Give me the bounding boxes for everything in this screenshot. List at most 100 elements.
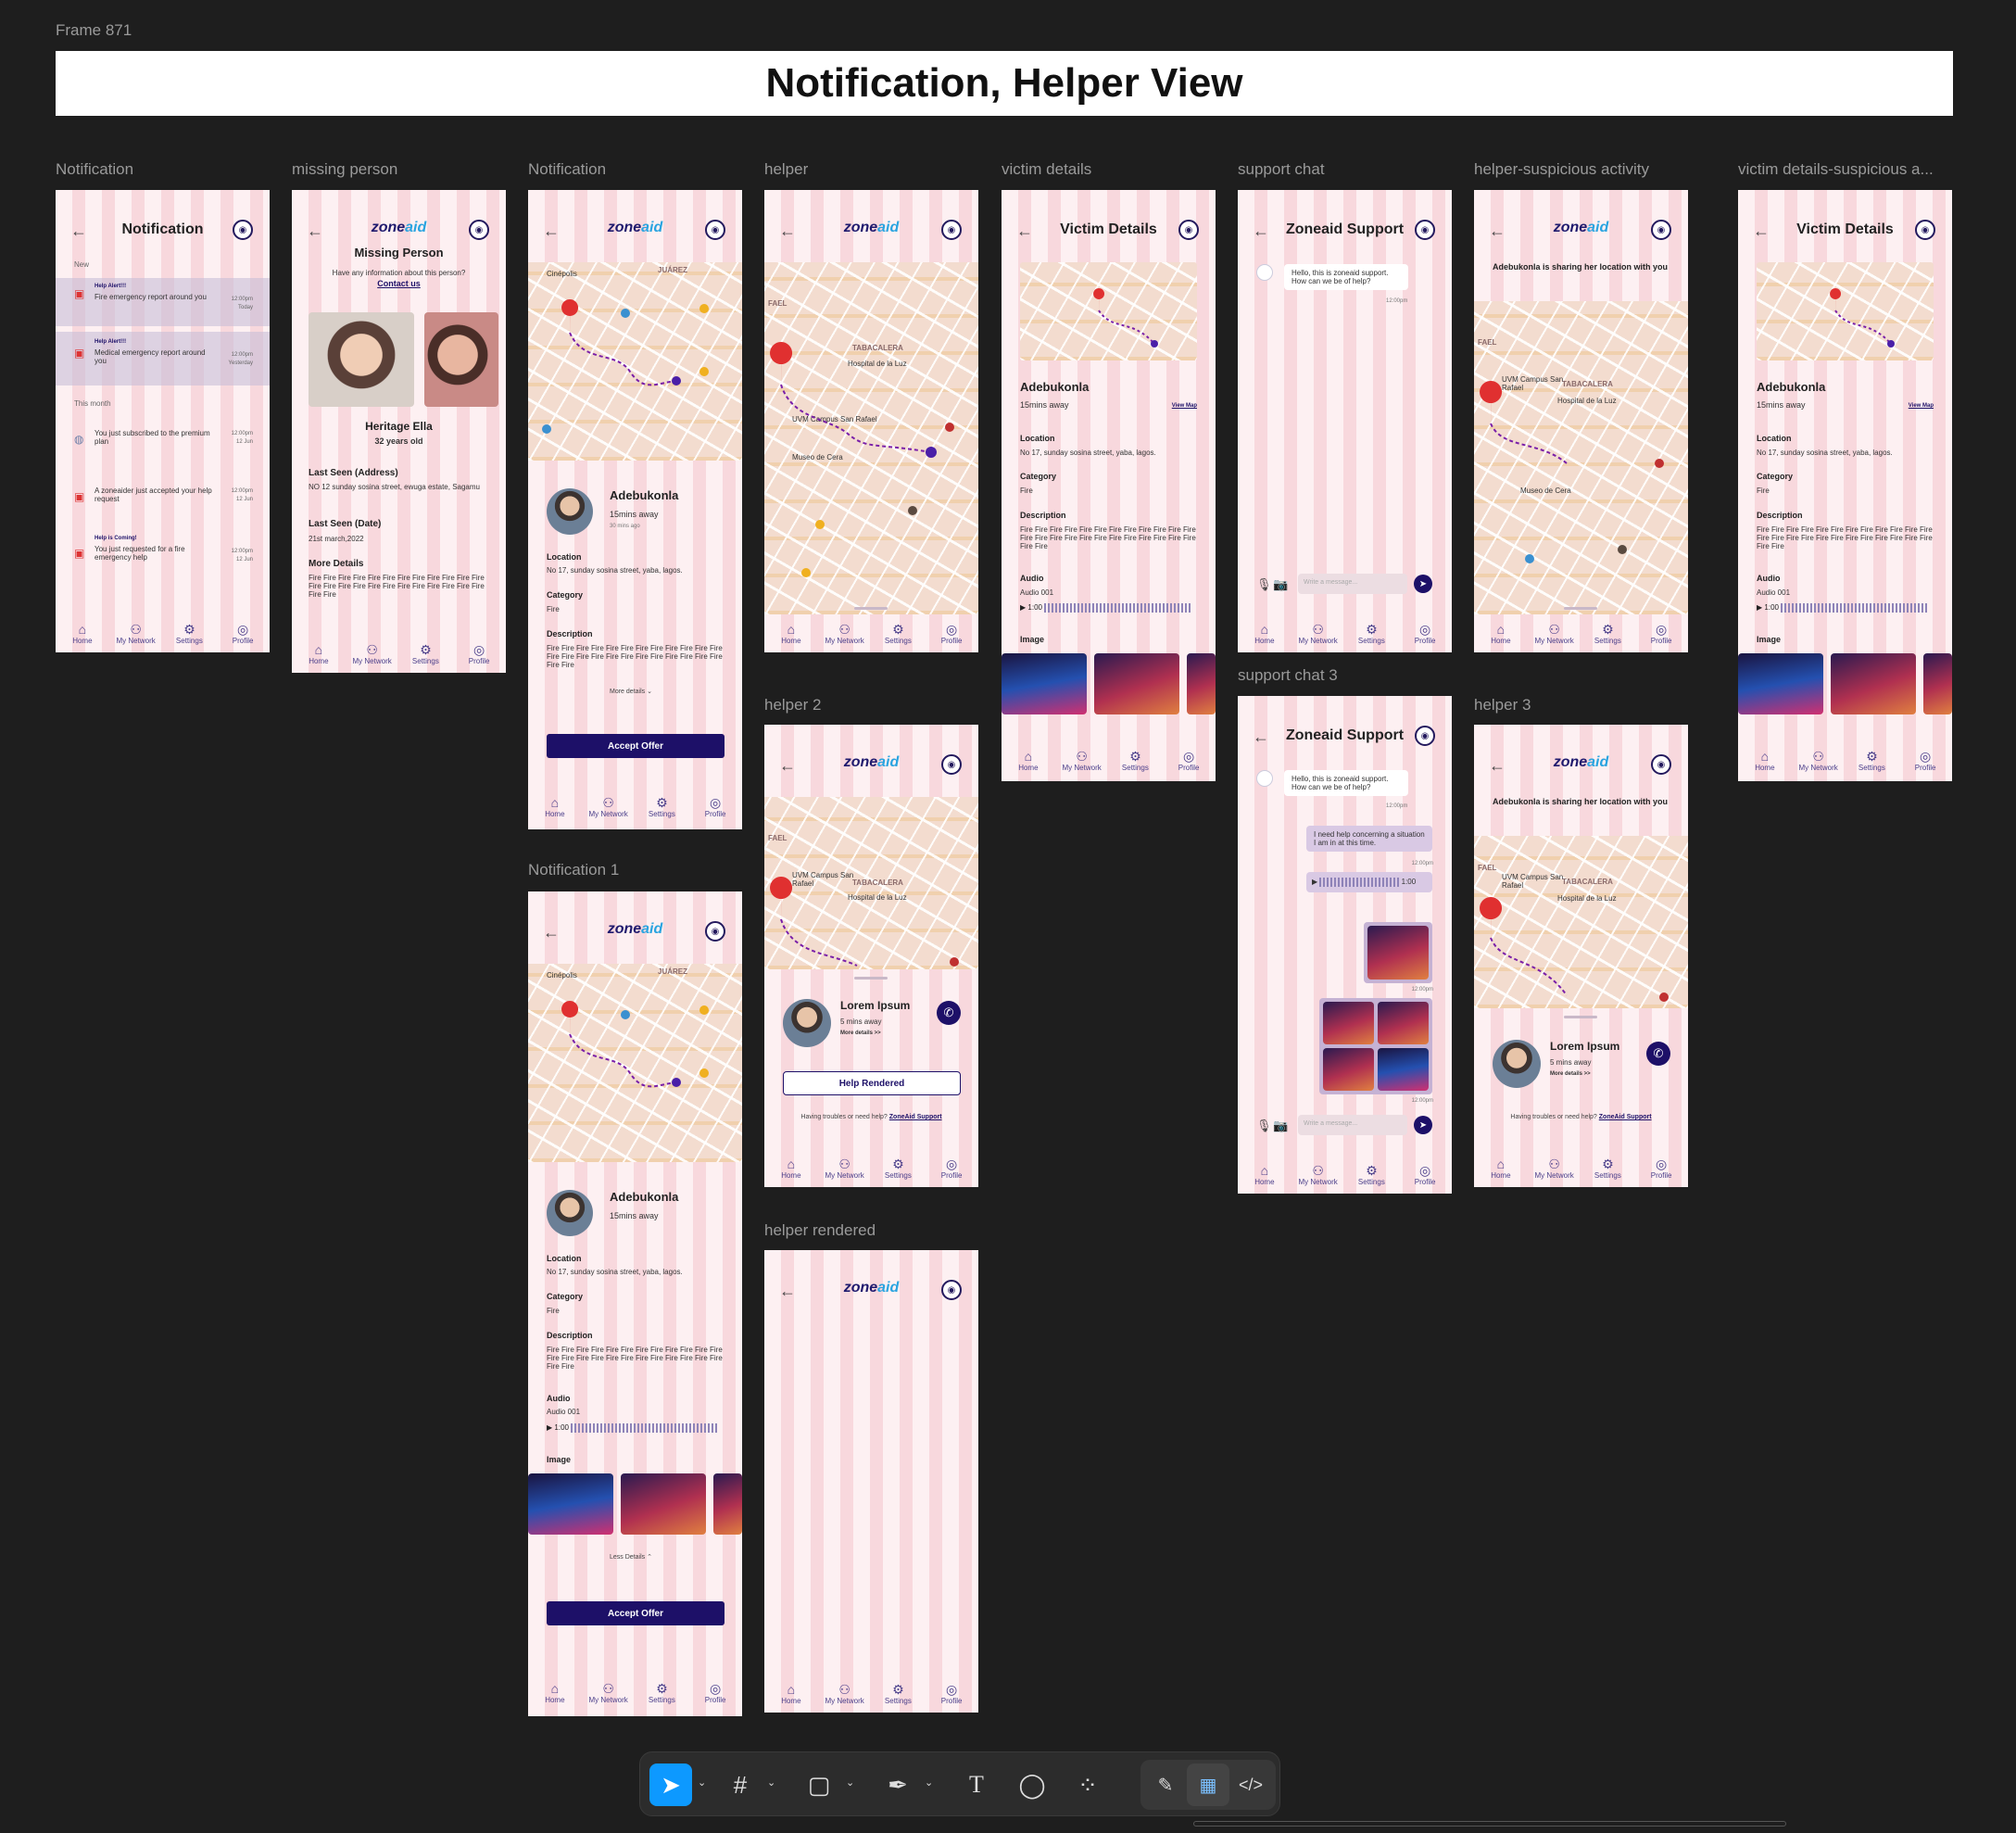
- nav-settings[interactable]: ⚙ Settings: [175, 621, 203, 645]
- phone-helper[interactable]: ← zoneaid ◉ FAEL UVM Campus San Rafael T…: [764, 190, 978, 652]
- nav-profile[interactable]: ◎ Profile: [1178, 748, 1200, 772]
- accept-offer-button[interactable]: Accept Offer: [547, 1601, 724, 1625]
- chevron-down-icon[interactable]: ⌄: [846, 1777, 855, 1789]
- more-details-link[interactable]: More details >>: [840, 1030, 881, 1036]
- view-map-link[interactable]: View Map: [1171, 403, 1197, 409]
- nav-network[interactable]: ⚇ My Network: [116, 621, 156, 645]
- frame-label-victim-suspicious[interactable]: victim details-suspicious a...: [1738, 160, 1934, 178]
- sheet-handle[interactable]: [1564, 607, 1597, 610]
- message-input[interactable]: Write a message...: [1298, 574, 1407, 594]
- microphone-icon[interactable]: 🎙: [1256, 577, 1272, 591]
- phone-notification-map[interactable]: ← zoneaid ◉ Cinépolis JUÁREZ Adebukonla …: [528, 190, 742, 829]
- nav-home[interactable]: ⌂ Home: [781, 1156, 801, 1180]
- evidence-image[interactable]: [1094, 653, 1179, 714]
- zoneaid-support-link[interactable]: ZoneAid Support: [1598, 1114, 1652, 1120]
- user-avatar-icon[interactable]: ◉: [941, 220, 962, 240]
- camera-icon[interactable]: 📷: [1273, 1119, 1289, 1132]
- frame-label-support-chat[interactable]: support chat: [1238, 160, 1325, 178]
- nav-profile[interactable]: ◎ Profile: [1914, 748, 1936, 772]
- evidence-image[interactable]: [1187, 653, 1216, 714]
- nav-home[interactable]: ⌂ Home: [1254, 1162, 1275, 1186]
- comment-tool-icon[interactable]: ◯: [1018, 1770, 1046, 1799]
- camera-icon[interactable]: 📷: [1273, 577, 1289, 591]
- user-avatar-icon[interactable]: ◉: [941, 1280, 962, 1300]
- phone-helper3[interactable]: ← zoneaid ◉ Adebukonla is sharing her lo…: [1474, 725, 1688, 1187]
- frame-tool-icon[interactable]: #: [733, 1770, 748, 1799]
- nav-home[interactable]: ⌂ Home: [1254, 621, 1275, 645]
- frame-label-victim-details[interactable]: victim details: [1002, 160, 1092, 178]
- route-map[interactable]: FAEL UVM Campus San Rafael TABACALERA Ho…: [764, 797, 978, 969]
- message-input[interactable]: Write a message...: [1298, 1115, 1407, 1135]
- accept-offer-button[interactable]: Accept Offer: [547, 734, 724, 758]
- route-map[interactable]: Cinépolis JUÁREZ: [528, 964, 742, 1162]
- nav-profile[interactable]: ◎ Profile: [940, 1681, 963, 1705]
- sheet-handle[interactable]: [854, 977, 888, 980]
- phone-missing-person[interactable]: ← zoneaid ◉ Missing Person Have any info…: [292, 190, 506, 673]
- nav-network[interactable]: ⚇ My Network: [825, 1156, 864, 1180]
- chevron-down-icon[interactable]: ⌄: [767, 1777, 776, 1789]
- nav-profile[interactable]: ◎ Profile: [1650, 621, 1672, 645]
- nav-profile[interactable]: ◎ Profile: [1650, 1156, 1672, 1180]
- user-avatar-icon[interactable]: ◉: [233, 220, 253, 240]
- user-avatar-icon[interactable]: ◉: [469, 220, 489, 240]
- user-avatar-icon[interactable]: ◉: [705, 921, 725, 942]
- nav-settings[interactable]: ⚙ Settings: [1858, 748, 1885, 772]
- nav-home[interactable]: ⌂ Home: [72, 621, 93, 645]
- nav-home[interactable]: ⌂ Home: [1491, 1156, 1511, 1180]
- nav-home[interactable]: ⌂ Home: [1491, 621, 1511, 645]
- nav-network[interactable]: ⚇ My Network: [1798, 748, 1838, 772]
- back-arrow-icon[interactable]: ←: [1016, 221, 1033, 240]
- nav-settings[interactable]: ⚙ Settings: [411, 641, 439, 665]
- nav-home[interactable]: ⌂ Home: [545, 1680, 565, 1704]
- evidence-image[interactable]: [1738, 653, 1823, 714]
- phone-notification1[interactable]: ← zoneaid ◉ Cinépolis JUÁREZ Adebukonla …: [528, 891, 742, 1716]
- chevron-down-icon[interactable]: ⌄: [698, 1777, 707, 1789]
- image-message[interactable]: [1364, 922, 1432, 983]
- horizontal-scrollbar[interactable]: [1193, 1821, 1786, 1827]
- back-arrow-icon[interactable]: ←: [779, 221, 796, 240]
- voice-message[interactable]: ▶ 1:00: [1306, 872, 1432, 892]
- frame-label-helper2[interactable]: helper 2: [764, 696, 822, 714]
- actions-tool-icon[interactable]: ⁘: [1077, 1770, 1098, 1799]
- nav-settings[interactable]: ⚙ Settings: [1594, 1156, 1621, 1180]
- phone-victim-suspicious[interactable]: ← Victim Details ◉ Adebukonla 15mins awa…: [1738, 190, 1952, 781]
- user-avatar-icon[interactable]: ◉: [941, 754, 962, 775]
- user-avatar-icon[interactable]: ◉: [1651, 754, 1671, 775]
- nav-home[interactable]: ⌂ Home: [781, 1681, 801, 1705]
- phone-notification[interactable]: ← Notification ◉ New ▣ Help Alert!!! Fir…: [56, 190, 270, 652]
- back-arrow-icon[interactable]: ←: [1489, 221, 1506, 240]
- nav-network[interactable]: ⚇ My Network: [1298, 1162, 1338, 1186]
- back-arrow-icon[interactable]: ←: [70, 221, 87, 240]
- mini-map[interactable]: [1020, 262, 1197, 360]
- nav-profile[interactable]: ◎ Profile: [1414, 621, 1436, 645]
- nav-home[interactable]: ⌂ Home: [1018, 748, 1039, 772]
- phone-call-icon[interactable]: ✆: [937, 1001, 961, 1025]
- nav-network[interactable]: ⚇ My Network: [1534, 1156, 1574, 1180]
- frame-label-support-chat3[interactable]: support chat 3: [1238, 666, 1338, 684]
- nav-profile[interactable]: ◎ Profile: [468, 641, 490, 665]
- move-tool-icon[interactable]: ➤: [649, 1763, 692, 1806]
- nav-home[interactable]: ⌂ Home: [309, 641, 329, 665]
- frame-label-helper-rendered[interactable]: helper rendered: [764, 1221, 876, 1239]
- back-arrow-icon[interactable]: ←: [1753, 221, 1770, 240]
- phone-victim-details[interactable]: ← Victim Details ◉ Adebukonla 15mins awa…: [1002, 190, 1216, 781]
- phone-support-chat[interactable]: ← Zoneaid Support ◉ Hello, this is zonea…: [1238, 190, 1452, 652]
- send-icon[interactable]: ➤: [1414, 1116, 1432, 1134]
- route-map[interactable]: Cinépolis JUÁREZ: [528, 262, 742, 461]
- phone-helper-rendered[interactable]: ← zoneaid ◉ ⌂ Home ⚇ My Network ⚙ Settings …: [764, 1250, 978, 1713]
- nav-profile[interactable]: ◎ Profile: [704, 794, 726, 818]
- phone-helper-suspicious[interactable]: ← zoneaid ◉ Adebukonla is sharing her lo…: [1474, 190, 1688, 652]
- chevron-down-icon[interactable]: ⌄: [925, 1777, 934, 1789]
- frame-label-notification-map[interactable]: Notification: [528, 160, 607, 178]
- pen-tool-icon[interactable]: ✒: [888, 1770, 908, 1799]
- dev-mode-icon[interactable]: </>: [1238, 1775, 1264, 1794]
- evidence-image[interactable]: [528, 1473, 613, 1535]
- nav-settings[interactable]: ⚙ Settings: [1121, 748, 1149, 772]
- back-arrow-icon[interactable]: ←: [543, 221, 560, 240]
- route-map[interactable]: FAEL UVM Campus San Rafael TABACALERA Ho…: [764, 262, 978, 614]
- rectangle-tool-icon[interactable]: ▢: [807, 1770, 831, 1799]
- user-avatar-icon[interactable]: ◉: [1651, 220, 1671, 240]
- evidence-image[interactable]: [1002, 653, 1087, 714]
- nav-profile[interactable]: ◎ Profile: [940, 1156, 963, 1180]
- user-avatar-icon[interactable]: ◉: [1415, 726, 1435, 746]
